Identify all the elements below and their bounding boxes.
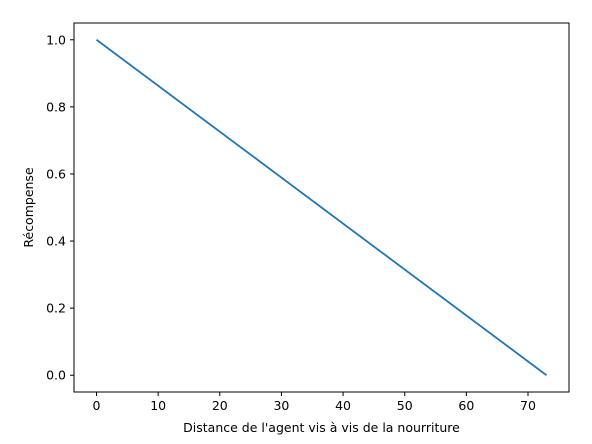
y-tick-label: 0.2 — [46, 301, 66, 316]
x-tick-label: 0 — [93, 398, 101, 413]
x-tick-label: 40 — [335, 398, 351, 413]
axes — [73, 22, 570, 393]
plot-frame — [73, 22, 570, 393]
x-tick-label: 10 — [150, 398, 166, 413]
y-tick-label: 0.6 — [46, 166, 66, 181]
y-tick-label: 1.0 — [46, 32, 66, 47]
series-group — [95, 39, 548, 376]
x-tick-label: 70 — [520, 398, 536, 413]
x-tick-label: 50 — [397, 398, 413, 413]
x-tick-label: 30 — [273, 398, 289, 413]
y-tick-label: 0.4 — [46, 234, 66, 249]
x-axis-label: Distance de l'agent vis à vis de la nour… — [183, 420, 460, 435]
y-axis-label: Récompense — [21, 167, 36, 248]
y-tick-label: 0.8 — [46, 99, 66, 114]
x-axis-ticks: 0 10 20 30 40 50 60 70 — [93, 392, 536, 413]
y-axis-ticks: 0.0 0.2 0.4 0.6 0.8 1.0 — [46, 32, 74, 383]
series-line — [95, 39, 548, 376]
x-tick-label: 20 — [212, 398, 228, 413]
y-tick-label: 0.0 — [46, 368, 66, 383]
x-tick-label: 60 — [458, 398, 474, 413]
